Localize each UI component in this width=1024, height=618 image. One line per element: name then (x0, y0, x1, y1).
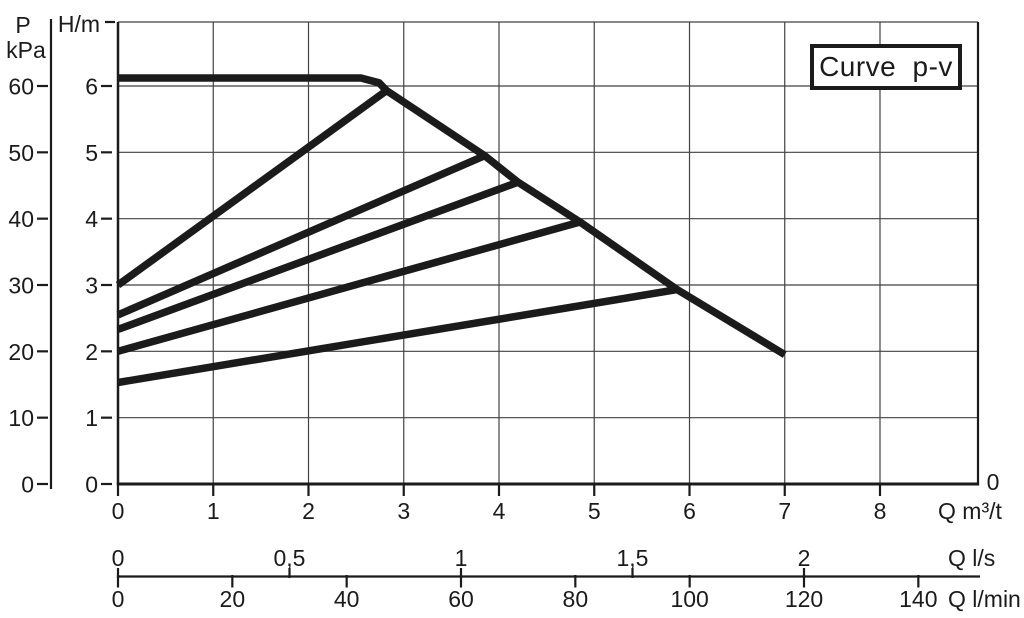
head-tick-label-3: 3 (85, 273, 98, 299)
head-axis-title: H/m (58, 11, 100, 37)
pressure-tick-label-30: 30 (8, 273, 34, 299)
pressure-tick-label-0: 0 (21, 472, 34, 498)
flow-m3h-tick-label-3: 3 (397, 498, 410, 524)
flow-m3h-tick-label-8: 8 (874, 498, 887, 524)
flow-ls-tick-label-0: 0 (112, 545, 125, 571)
pressure-tick-label-40: 40 (8, 206, 34, 232)
right-axis-zero-label: 0 (987, 469, 1000, 495)
flow-m3h-tick-label-2: 2 (302, 498, 315, 524)
prop-pressure-curve-1 (115, 87, 389, 289)
prop-pressure-curve-4 (116, 218, 582, 355)
pressure-axis-title-p: P (15, 12, 30, 38)
flow-m3h-tick-label-0: 0 (112, 498, 125, 524)
flow-m3h-tick-label-4: 4 (493, 498, 506, 524)
flow-ls-tick-label-3: 1,5 (617, 545, 649, 571)
flow-lmin-tick-label-120: 120 (785, 586, 823, 612)
flow-lmin-axis-title: Q l/min (948, 586, 1021, 612)
head-tick-label-5: 5 (85, 140, 98, 166)
flow-ls-tick-label-4: 2 (798, 545, 811, 571)
head-tick-label-1: 1 (85, 405, 98, 431)
flow-m3h-tick-label-6: 6 (683, 498, 696, 524)
flow-ls-axis-title: Q l/s (948, 545, 995, 571)
flow-m3h-tick-label-5: 5 (588, 498, 601, 524)
prop-pressure-curve-3 (116, 178, 520, 333)
prop-pressure-curve-2 (116, 152, 487, 319)
pressure-tick-label-50: 50 (8, 140, 34, 166)
flow-ls-tick-label-1: 0,5 (274, 545, 306, 571)
flow-lmin-tick-label-0: 0 (112, 586, 125, 612)
head-tick-label-6: 6 (85, 74, 98, 100)
pressure-tick-label-60: 60 (8, 74, 34, 100)
flow-ls-tick-label-2: 1 (455, 545, 468, 571)
curve-type-label: Curve p-v (819, 51, 953, 82)
flow-lmin-tick-label-20: 20 (220, 586, 246, 612)
flow-m3h-axis-title: Q m³/t (938, 498, 1002, 524)
flow-lmin-tick-label-140: 140 (899, 586, 937, 612)
flow-m3h-tick-label-1: 1 (207, 498, 220, 524)
flow-lmin-tick-label-60: 60 (448, 586, 474, 612)
pressure-axis-title-kpa: kPa (6, 37, 46, 63)
curve-type-legend-box: Curve p-v (810, 44, 962, 90)
head-tick-label-4: 4 (85, 206, 98, 232)
pressure-tick-label-20: 20 (8, 339, 34, 365)
flow-lmin-tick-label-80: 80 (563, 586, 589, 612)
flow-lmin-tick-label-100: 100 (670, 586, 708, 612)
head-tick-label-0: 0 (85, 472, 98, 498)
flow-m3h-tick-label-7: 7 (778, 498, 791, 524)
head-tick-label-2: 2 (85, 339, 98, 365)
pressure-tick-label-10: 10 (8, 405, 34, 431)
flow-lmin-tick-label-40: 40 (334, 586, 360, 612)
prop-pressure-curve-5 (117, 285, 678, 387)
